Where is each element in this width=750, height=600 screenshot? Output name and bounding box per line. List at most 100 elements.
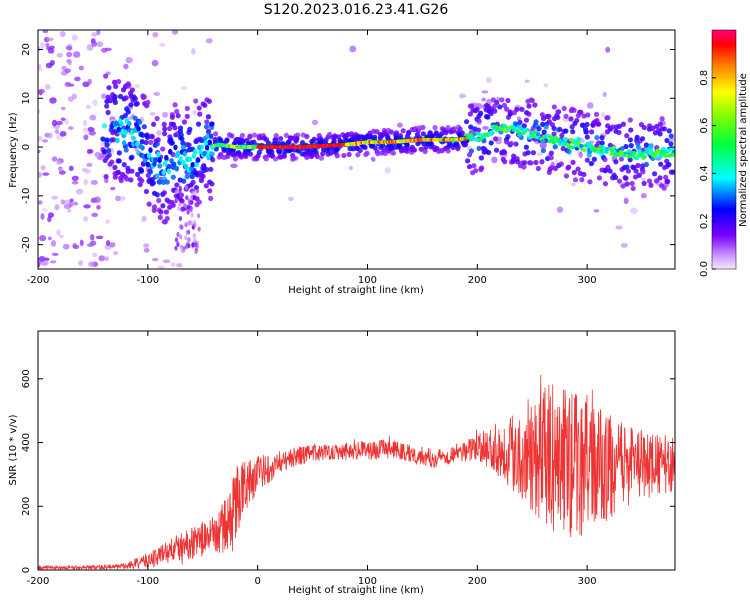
- spectrogram-ridge-cell: [140, 145, 145, 151]
- spectrogram-noise-cell: [49, 260, 57, 264]
- spectrogram-noise-cell: [59, 131, 67, 137]
- spectrogram-noise-cell: [60, 199, 65, 205]
- spectrogram-halo-cell: [251, 132, 258, 138]
- spectrogram-halo-cell: [651, 171, 658, 177]
- spectrogram-ridge-cell: [672, 152, 675, 157]
- spectrogram-halo-cell: [115, 169, 121, 175]
- spectrogram-halo-cell: [144, 103, 150, 109]
- spectrogram-noise-cell: [83, 134, 89, 141]
- spectrogram-noise-cell: [79, 239, 84, 247]
- spectrogram-tail-cell: [193, 237, 197, 243]
- spectrogram-halo-cell: [122, 113, 128, 119]
- spectrogram-halo-cell: [551, 131, 557, 137]
- spectrogram-tail-cell: [189, 195, 193, 201]
- spectrogram-noise-cell: [67, 60, 72, 66]
- spectrogram-halo-cell: [196, 105, 202, 111]
- spectrogram-halo-cell: [209, 151, 215, 157]
- spectrogram-halo-cell: [540, 121, 546, 127]
- spectrogram-halo-cell: [179, 136, 185, 142]
- spectrogram-noise-cell: [91, 41, 97, 47]
- spectrogram-heatmap: [38, 30, 675, 269]
- spectrogram-halo-cell: [263, 156, 269, 162]
- spectrogram-halo-cell: [584, 134, 590, 140]
- spectrogram-halo-cell: [121, 162, 127, 168]
- spectrogram-halo-cell: [316, 132, 322, 139]
- spectrogram-halo-cell: [106, 152, 112, 158]
- spectrogram-halo-cell: [588, 160, 594, 167]
- spectrogram-halo-cell: [224, 137, 230, 143]
- spectrogram-noise-cell: [524, 79, 530, 83]
- spectrogram-ridge-cell: [115, 137, 120, 144]
- spectrogram-noise-cell: [42, 172, 50, 176]
- spectrogram-noise-cell: [45, 43, 50, 48]
- spectrogram-halo-cell: [624, 181, 630, 187]
- spectrogram-halo-cell: [457, 126, 463, 132]
- spectrogram-ridge-cell: [639, 151, 645, 156]
- spectrogram-halo-cell: [476, 145, 482, 152]
- spectrogram-halo-cell: [648, 182, 654, 188]
- spectrogram-ridge-cell: [551, 140, 556, 145]
- spectrogram-halo-cell: [139, 178, 145, 184]
- spectrogram-halo-cell: [468, 124, 474, 130]
- spectrogram-tail-cell: [185, 230, 189, 235]
- spectrogram-halo-cell: [624, 164, 630, 170]
- spectrogram-noise-cell: [55, 120, 63, 126]
- spectrogram-halo-cell: [478, 165, 485, 171]
- figure-title: S120.2023.016.23.41.G26: [264, 2, 449, 18]
- spectrogram-tail-cell: [174, 198, 178, 204]
- spectrogram-noise-cell: [543, 83, 549, 88]
- spectrogram-halo-cell: [251, 139, 257, 145]
- spectrogram-noise-cell: [162, 259, 171, 264]
- spectrogram-ridge-cell: [563, 137, 568, 141]
- spectrogram-ridge-cell: [493, 124, 498, 129]
- spectrogram-halo-cell: [125, 81, 131, 87]
- spectrogram-halo-cell: [247, 133, 253, 139]
- spectrogram-noise-cell: [481, 97, 486, 102]
- spectrogram-halo-cell: [570, 159, 576, 166]
- spectrogram-halo-cell: [521, 123, 527, 129]
- snr-y-axis-label: SNR (10 * v/v): [8, 414, 19, 485]
- spectrogram-noise-cell: [600, 111, 606, 118]
- spectrogram-halo-cell: [320, 151, 326, 157]
- spectrogram-halo-cell: [488, 140, 494, 146]
- spectrogram-halo-cell: [579, 177, 585, 183]
- spectrogram-ridge-cell: [476, 131, 481, 136]
- spectrogram-noise-cell: [41, 207, 48, 212]
- spectrogram-halo-cell: [116, 158, 122, 164]
- spectrogram-halo-cell: [112, 94, 118, 100]
- spectrogram-noise-cell: [113, 251, 119, 256]
- spectrogram-tail-cell: [196, 213, 201, 219]
- spectrogram-halo-cell: [109, 159, 115, 165]
- spectrogram-noise-cell: [86, 162, 93, 167]
- spectrogram-halo-cell: [380, 142, 386, 149]
- spectrogram-halo-cell: [522, 160, 528, 166]
- spectrogram-halo-cell: [432, 125, 438, 131]
- spectrogram-halo-cell: [605, 115, 611, 121]
- spectrogram-ridge-cell: [579, 144, 584, 148]
- spectrogram-noise-cell: [66, 51, 73, 58]
- spectrogram-halo-cell: [161, 190, 167, 196]
- spectrogram-halo-cell: [164, 179, 170, 185]
- spectrogram-halo-cell: [172, 102, 178, 108]
- spectrogram-x-tick-label: 300: [578, 275, 597, 286]
- spectrogram-halo-cell: [420, 124, 426, 131]
- spectrogram-halo-cell: [178, 132, 184, 138]
- spectrogram-noise-cell: [539, 142, 547, 149]
- spectrogram-tail-cell: [185, 195, 189, 201]
- spectrogram-halo-cell: [123, 147, 129, 153]
- spectrogram-halo-cell: [459, 130, 465, 136]
- spectrogram-halo-cell: [106, 85, 112, 91]
- spectrogram-halo-cell: [469, 103, 475, 109]
- spectrogram-noise-cell: [45, 62, 53, 69]
- spectrogram-halo-cell: [181, 119, 188, 125]
- spectrogram-halo-cell: [616, 178, 623, 184]
- spectrogram-tail-cell: [176, 232, 180, 237]
- spectrogram-ridge-cell: [139, 131, 144, 138]
- spectrogram-y-tick-label: 0: [21, 144, 32, 150]
- spectrogram-halo-cell: [318, 155, 325, 161]
- spectrogram-halo-cell: [533, 119, 539, 125]
- spectrogram-halo-cell: [551, 104, 557, 110]
- spectrogram-halo-cell: [661, 126, 668, 132]
- colorbar-tick-label: 0.2: [699, 213, 710, 229]
- spectrogram-halo-cell: [205, 133, 211, 139]
